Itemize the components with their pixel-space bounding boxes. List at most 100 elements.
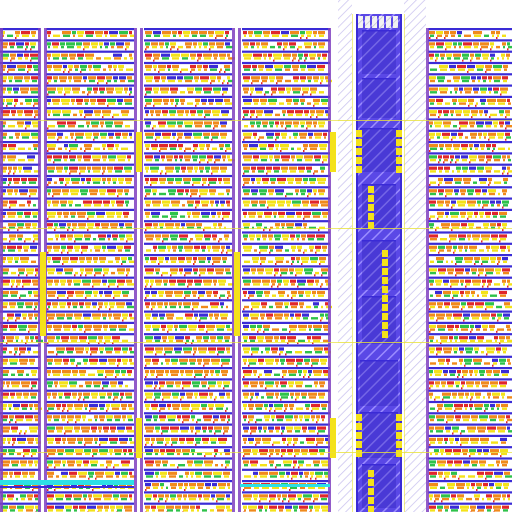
left-col-2-cell-top (196, 415, 202, 419)
left-col-1-cell-tick (47, 217, 49, 220)
left-col-3-cell-tick (295, 274, 297, 277)
left-col-3-cell-top (325, 302, 328, 306)
left-col-2-cell-bottom (228, 79, 233, 83)
left-col-3-cell-bottom (287, 91, 290, 94)
left-col-3-cell-bottom (306, 464, 311, 467)
left-col-2-cell-bottom (172, 204, 179, 207)
left-col-2-cell-bottom (146, 384, 152, 388)
left-col-2-cell-top (227, 155, 230, 159)
left-col-3-cell-tick (250, 398, 252, 401)
left-col-1-cell-bottom (71, 192, 78, 196)
left-col-1-cell-bottom (109, 317, 111, 320)
left-col-0-cell-bottom (15, 79, 22, 83)
left-col-2-cell-tick (185, 342, 187, 345)
right-col-metal-rail (428, 118, 512, 121)
left-col-3-cell-bottom (320, 260, 325, 263)
left-col-3-cell-bottom (268, 204, 275, 207)
left-col-1-cell-bottom (97, 215, 104, 218)
left-col-3-cell-top (315, 471, 323, 475)
left-col-2-cell-bottom (182, 407, 189, 410)
left-col-3-cell-top (285, 189, 294, 193)
left-col-0-cell-top (25, 370, 30, 374)
left-col-2-cell-top (184, 268, 192, 272)
right-col-cell-bottom (430, 113, 436, 117)
left-col-1-cell-bottom (60, 226, 65, 230)
left-col-2-cell-top (194, 460, 203, 464)
left-col-2-cell-bottom (216, 204, 218, 207)
left-col-3-cell-top (279, 471, 285, 475)
left-col-3-cell-top (289, 403, 294, 408)
left-metal2-strap (0, 28, 3, 512)
left-col-2-cell-bottom (146, 113, 148, 117)
left-col-1-cell-top (47, 268, 55, 272)
left-col-3-cell-top (280, 381, 287, 385)
left-col-1-cell-tick (125, 48, 127, 51)
left-col-3-cell-top (251, 223, 255, 227)
right-col-cell-top (454, 336, 458, 340)
left-col-1-cell-top (78, 392, 82, 396)
left-col-3-cell-top (250, 324, 256, 328)
left-col-2-cell-bottom (223, 158, 225, 162)
left-col-1-cell-tick (97, 82, 99, 85)
left-col-2-cell-top (193, 132, 202, 136)
left-col-1-cell-top (82, 415, 86, 419)
left-col-2-cell-bottom (196, 475, 201, 478)
left-col-2-cell-top (166, 449, 175, 453)
left-col-1-cell-bottom (86, 271, 92, 275)
left-col-0-metal-rail (0, 163, 40, 166)
left-col-2-cell-bottom (153, 328, 159, 331)
left-col-0-cell-bottom (29, 181, 36, 184)
left-col-2-cell-top (145, 279, 149, 283)
left-col-2-cell-bottom (217, 328, 224, 331)
left-col-1-cell-bottom (48, 407, 54, 410)
left-col-3-cell-top (269, 449, 274, 453)
right-col-cell-bottom (475, 351, 478, 354)
left-col-2-cell-top (209, 392, 213, 396)
left-col-1-cell-tick (106, 82, 108, 85)
left-col-0-metal-rail (0, 28, 40, 31)
right-col-cell-top (435, 290, 442, 295)
left-col-0-cell-bottom (21, 339, 23, 343)
left-col-3-cell-bottom (314, 497, 318, 501)
left-col-2-cell-top (191, 31, 198, 35)
left-col-3-cell-top (282, 437, 286, 441)
left-col-1-cell-bottom (85, 238, 90, 241)
right-col-cell-top (472, 279, 481, 283)
left-col-0-cell-top (34, 110, 38, 114)
right-col-cell-top (447, 324, 454, 328)
left-col-2-cell-bottom (195, 283, 201, 286)
left-col-0-cell-bottom (8, 317, 13, 320)
right-col-cell-top (463, 177, 471, 182)
left-col-3-cell-bottom (296, 192, 298, 196)
left-col-1-cell-top (58, 392, 63, 396)
left-col-0-cell-top (29, 403, 33, 408)
left-col-0-cell-top (22, 471, 28, 475)
left-col-1-cell-tick (47, 342, 49, 345)
right-col-cell-top (485, 121, 492, 125)
left-col-3-cell-bottom (260, 497, 267, 501)
left-col-2-cell-bottom (185, 79, 192, 83)
left-col-0-cell-top (1, 144, 7, 148)
left-col-2-cell-bottom (225, 452, 230, 456)
left-col-3-metal-rail (242, 389, 330, 392)
left-col-3-cell-top (262, 234, 267, 238)
left-col-1-cell-tick (47, 93, 49, 96)
left-col-2-cell-top (184, 132, 192, 136)
left-col-3-cell-tick (281, 432, 283, 435)
left-col-2-cell-top (201, 505, 208, 509)
right-col-cell-bottom (482, 317, 489, 320)
left-col-1-cell-bottom (93, 452, 97, 456)
left-col-3-cell-top (316, 110, 324, 114)
left-col-1-cell-bottom (95, 271, 101, 275)
left-col-1-cell-bottom (116, 136, 120, 139)
right-col-cell-tick (437, 217, 439, 220)
left-col-3-cell-top (252, 64, 257, 69)
right-col-cell-bottom (486, 215, 490, 218)
left-col-0-metal-rail (0, 95, 40, 98)
right-col-cell-tick (461, 308, 463, 311)
right-col-cell-bottom (495, 339, 497, 343)
left-col-1-cell-top (110, 268, 116, 272)
left-col-3-cell-top (313, 76, 319, 80)
left-col-3-cell-top (280, 392, 289, 396)
